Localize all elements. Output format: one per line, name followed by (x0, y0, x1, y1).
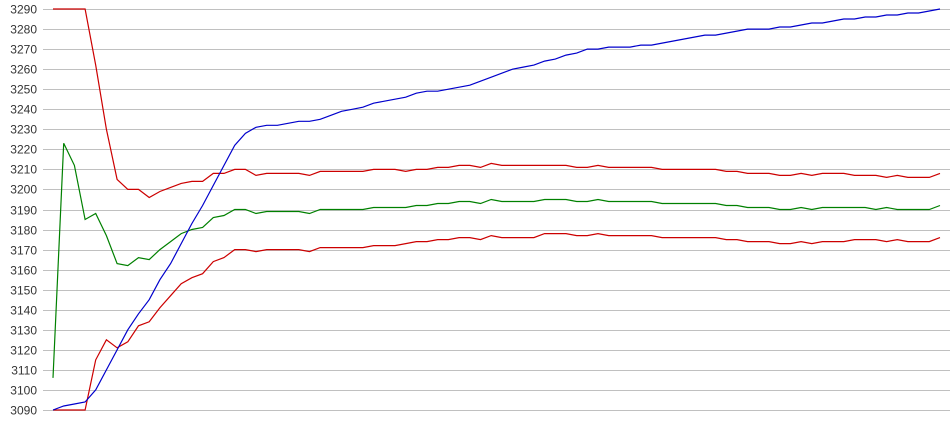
y-tick-label: 3200 (10, 183, 37, 197)
y-tick-label: 3090 (10, 404, 37, 418)
y-tick-label: 3170 (10, 244, 37, 258)
y-tick-label: 3220 (10, 143, 37, 157)
y-tick-label: 3160 (10, 264, 37, 278)
y-tick-label: 3250 (10, 83, 37, 97)
series-line-2 (53, 232, 941, 411)
y-tick-label: 3290 (10, 3, 37, 17)
y-tick-label: 3190 (10, 204, 37, 218)
y-tick-label: 3260 (10, 63, 37, 77)
series-line-1 (52, 143, 941, 378)
series-line-3 (52, 8, 941, 411)
y-axis-ticks: 3090 3100 3110 3120 3130 3140 3150 3160 3170 3180… (10, 3, 37, 418)
y-tick-label: 3150 (10, 284, 37, 298)
y-tick-label: 3280 (10, 23, 37, 37)
series-line-0 (53, 8, 941, 199)
y-tick-label: 3120 (10, 344, 37, 358)
y-tick-label: 3180 (10, 224, 37, 238)
y-tick-label: 3110 (11, 364, 37, 378)
series-lines (52, 8, 941, 411)
y-tick-label: 3210 (10, 163, 37, 177)
y-tick-label: 3270 (10, 43, 37, 57)
y-tick-label: 3230 (10, 123, 37, 137)
y-tick-label: 3100 (10, 384, 37, 398)
y-tick-label: 3140 (10, 304, 37, 318)
y-tick-label: 3130 (10, 324, 37, 338)
y-tick-label: 3240 (10, 103, 37, 117)
gridlines (43, 9, 950, 411)
